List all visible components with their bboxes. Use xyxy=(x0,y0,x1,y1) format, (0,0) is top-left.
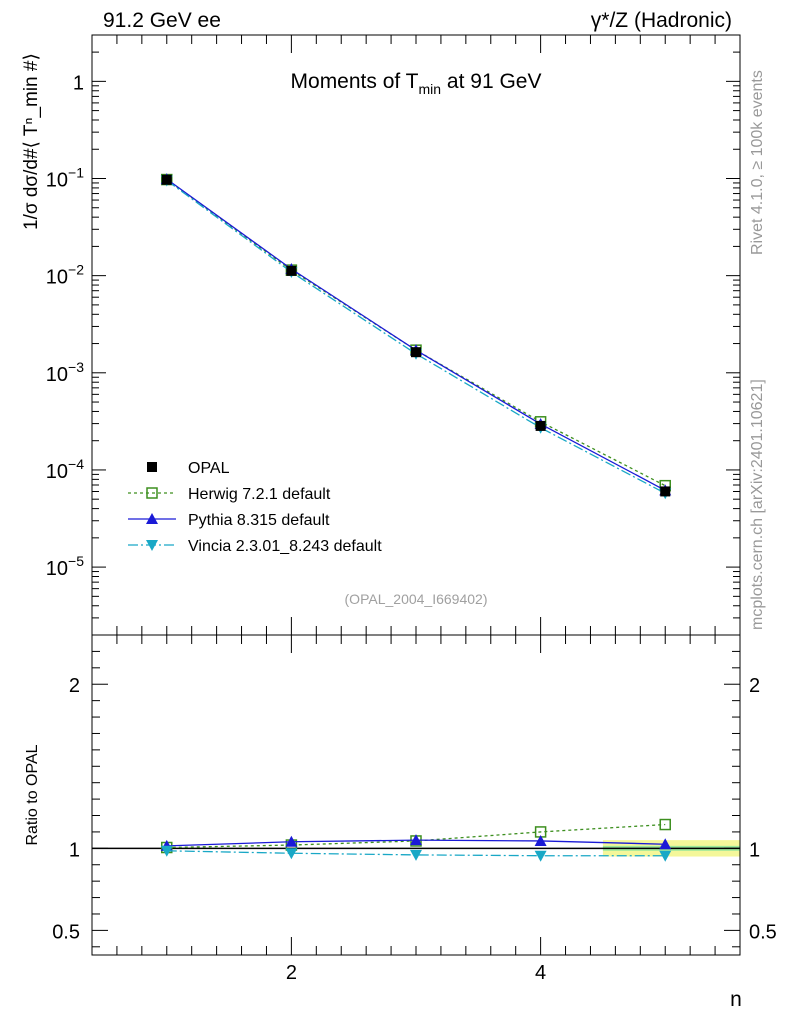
main-pythia-line xyxy=(166,178,666,491)
main-series xyxy=(160,173,672,500)
main-vincia-line xyxy=(166,179,666,494)
ratio-y-axis-label: Ratio to OPAL xyxy=(24,744,41,845)
ratio-vincia-point xyxy=(285,848,298,860)
main-y-axis-label: 1/σ dσ/d#⟨ Tⁿ_min #⟩ xyxy=(21,53,42,230)
analysis-id-watermark: (OPAL_2004_I669402) xyxy=(345,591,488,607)
ratio-pythia-point xyxy=(534,834,547,846)
ratio-y-tick-label-left: 2 xyxy=(69,675,80,697)
ratio-series xyxy=(160,818,672,862)
rivet-version-label: Rivet 4.1.0, ≥ 100k events xyxy=(749,70,766,255)
mcplots-label: mcplots.cern.ch [arXiv:2401.10621] xyxy=(749,379,766,630)
chart-title-subscript: min xyxy=(419,81,442,97)
y-tick-label: 10−4 xyxy=(46,456,84,483)
main-opal-point xyxy=(161,174,172,185)
main-opal-point xyxy=(535,420,546,431)
ratio-y-tick-label-right: 0.5 xyxy=(749,921,777,943)
main-opal-point xyxy=(411,347,421,358)
y-tick-label: 10−3 xyxy=(46,359,84,386)
ratio-y-tick-labels: 0.5 0.5 1 1 2 2 xyxy=(52,675,777,943)
legend: OPAL Herwig 7.2.1 default Pythia 8.315 def… xyxy=(128,460,382,555)
legend-marker xyxy=(146,513,158,524)
ratio-y-tick-label-left: 1 xyxy=(69,839,80,861)
x-axis-label: n xyxy=(730,988,742,1011)
main-ticks xyxy=(92,34,740,636)
header-energy-label: 91.2 GeV ee xyxy=(103,9,221,32)
y-tick-label: 10−5 xyxy=(46,553,84,580)
main-opal-point xyxy=(286,265,297,276)
ratio-vincia-point xyxy=(534,850,547,862)
ratio-panel-frame xyxy=(91,634,741,956)
ratio-y-tick-label-left: 0.5 xyxy=(52,921,80,943)
ratio-pythia-point xyxy=(410,834,422,846)
x-tick-label: 4 xyxy=(535,962,546,984)
ratio-vincia-point xyxy=(410,849,422,861)
legend-entry: Herwig 7.2.1 default xyxy=(188,486,331,503)
ratio-ticks xyxy=(92,635,740,955)
legend-entry: OPAL xyxy=(188,460,230,477)
legend-entry: Vincia 2.3.01_8.243 default xyxy=(188,538,382,555)
ratio-vincia-point xyxy=(659,850,672,862)
y-tick-label: 10−1 xyxy=(46,165,84,192)
ratio-pythia-point xyxy=(659,838,672,850)
ratio-band xyxy=(92,840,740,857)
ratio-herwig-line xyxy=(166,823,666,849)
ratio-pythia-point xyxy=(285,835,298,847)
y-tick-label: 10−2 xyxy=(46,262,84,289)
main-opal-point xyxy=(660,486,671,497)
legend-marker xyxy=(146,487,158,499)
legend-marker xyxy=(146,540,158,551)
main-herwig-line xyxy=(166,179,666,487)
ratio-y-tick-label-right: 1 xyxy=(749,839,760,861)
ratio-vincia-point xyxy=(160,845,173,857)
ratio-vincia-line xyxy=(166,850,666,857)
legend-marker xyxy=(147,462,157,472)
header-process-label: γ*/Z (Hadronic) xyxy=(591,9,732,32)
legend-entry: Pythia 8.315 default xyxy=(188,512,330,529)
chart-title: Moments of Tmin at 91 GeV xyxy=(291,70,542,97)
x-tick-label: 2 xyxy=(286,962,297,984)
y-tick-label: 1 xyxy=(73,72,84,94)
ratio-y-tick-label-right: 2 xyxy=(749,675,760,697)
ratio-herwig-point xyxy=(659,818,671,831)
main-y-tick-labels: 1 10−1 10−2 10−3 10−4 10−5 xyxy=(46,72,84,580)
